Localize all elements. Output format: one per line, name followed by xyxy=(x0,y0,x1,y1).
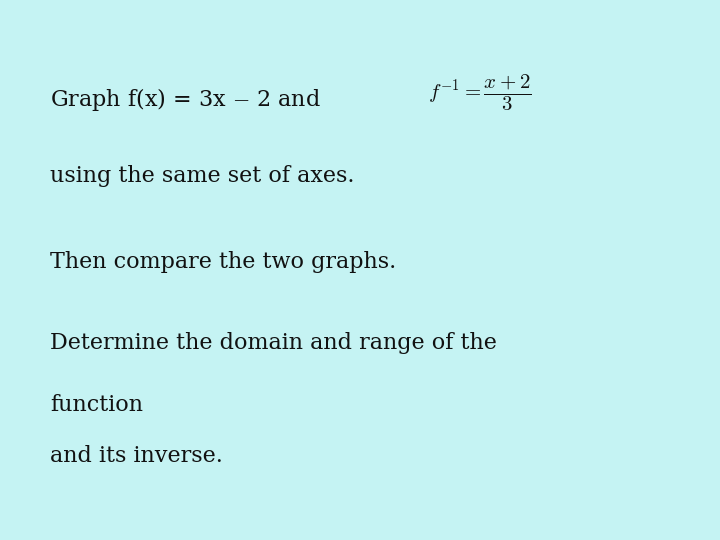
Text: $f^{-1} = \dfrac{x+2}{3}$: $f^{-1} = \dfrac{x+2}{3}$ xyxy=(428,73,532,113)
Text: Graph f(x) = 3x $-$ 2 and: Graph f(x) = 3x $-$ 2 and xyxy=(50,86,321,113)
Text: using the same set of axes.: using the same set of axes. xyxy=(50,165,355,187)
Text: and its inverse.: and its inverse. xyxy=(50,446,223,468)
Text: Determine the domain and range of the: Determine the domain and range of the xyxy=(50,332,498,354)
Text: function: function xyxy=(50,394,143,416)
Text: Then compare the two graphs.: Then compare the two graphs. xyxy=(50,251,397,273)
